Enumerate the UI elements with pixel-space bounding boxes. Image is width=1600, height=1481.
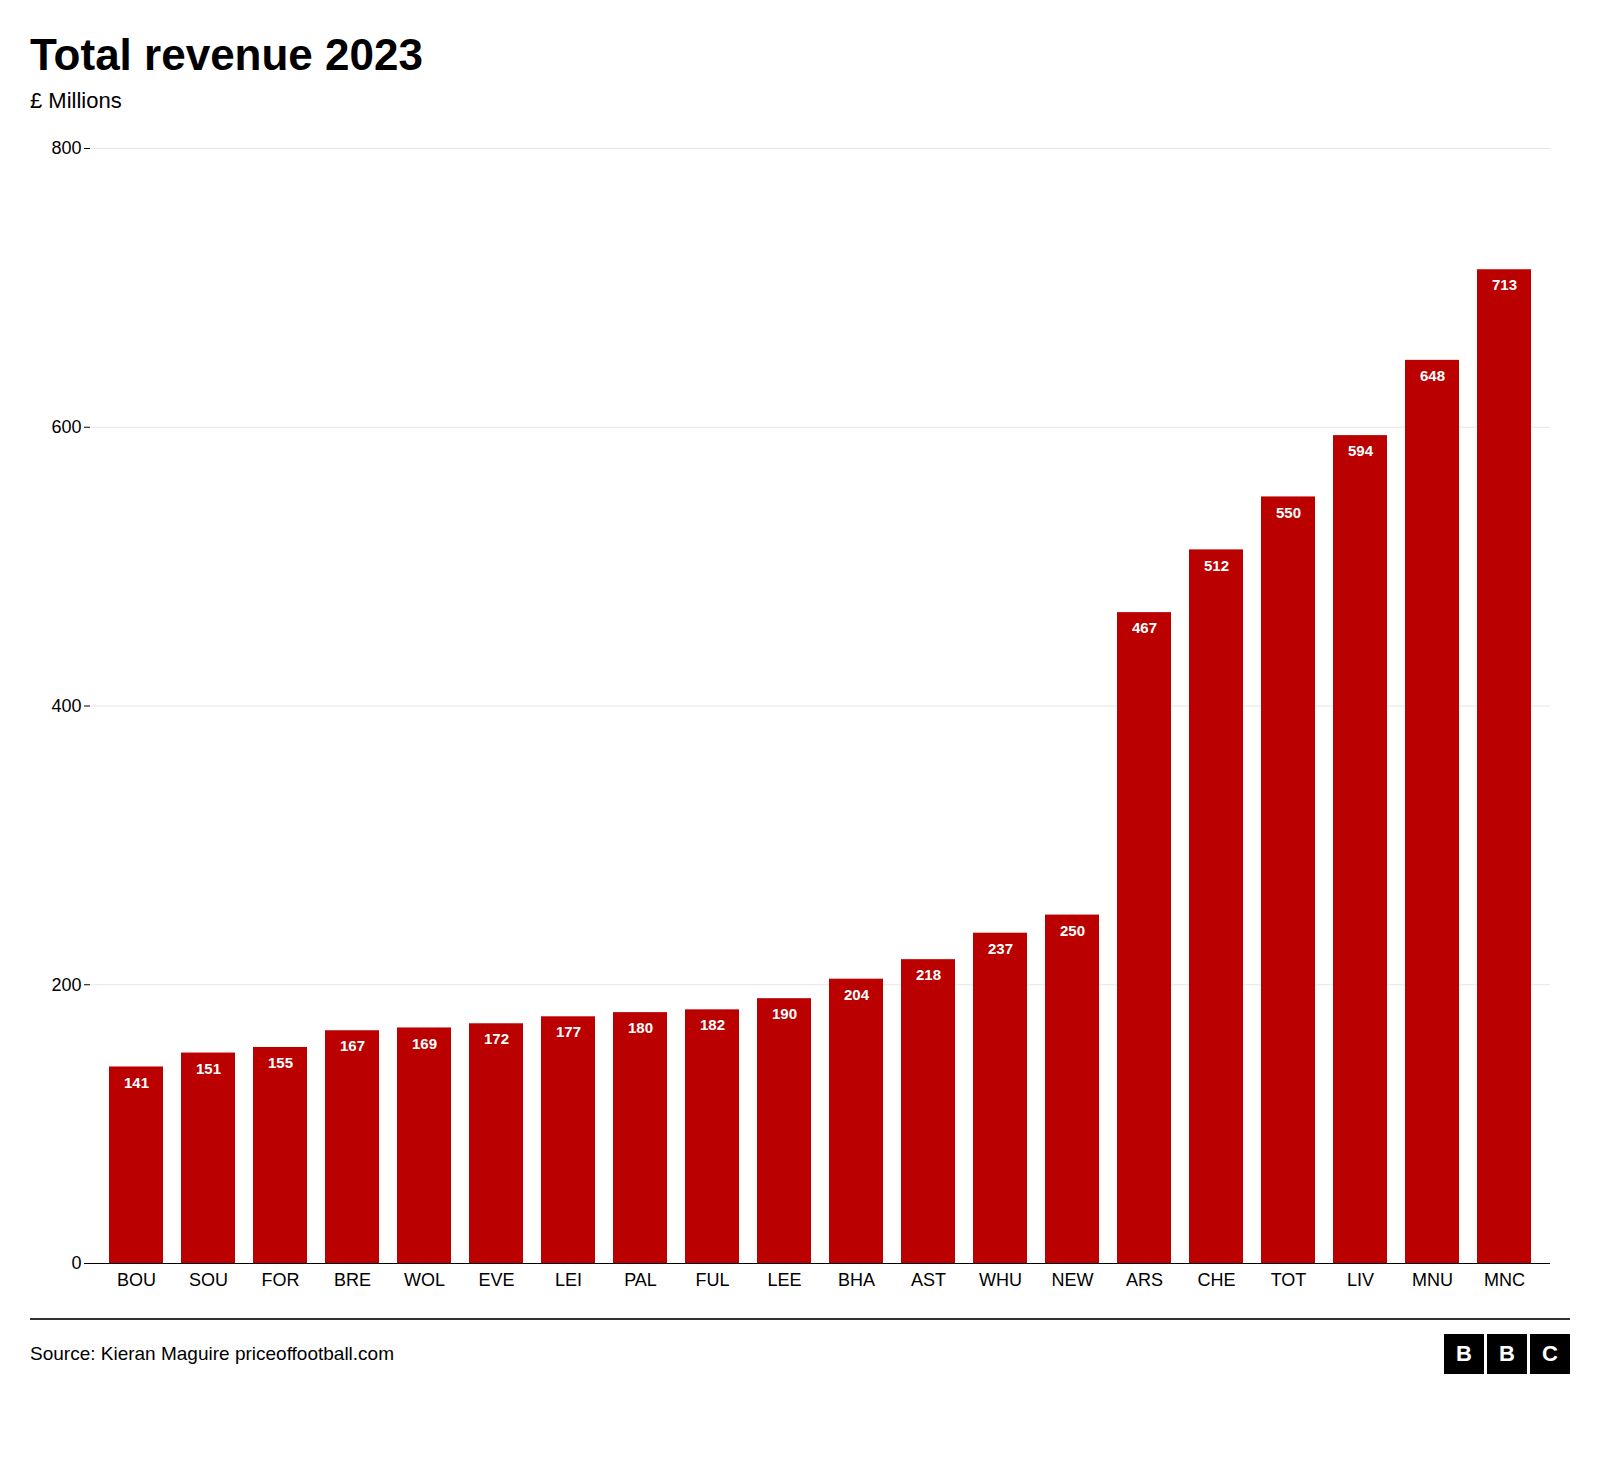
svg-text:167: 167 bbox=[340, 1037, 365, 1054]
svg-text:BRE: BRE bbox=[334, 1270, 371, 1290]
svg-text:800: 800 bbox=[51, 138, 81, 158]
svg-text:155: 155 bbox=[268, 1054, 293, 1071]
html-text:B: B bbox=[1456, 1341, 1472, 1366]
svg-text:MNC: MNC bbox=[1484, 1270, 1525, 1290]
svg-text:713: 713 bbox=[1492, 276, 1517, 293]
svg-text:TOT: TOT bbox=[1271, 1270, 1307, 1290]
svg-text:250: 250 bbox=[1060, 922, 1085, 939]
svg-text:182: 182 bbox=[700, 1016, 725, 1033]
svg-text:467: 467 bbox=[1132, 619, 1157, 636]
html-text:£ Millions: £ Millions bbox=[30, 88, 122, 113]
svg-text:PAL: PAL bbox=[624, 1270, 657, 1290]
svg-text:LEE: LEE bbox=[767, 1270, 801, 1290]
svg-text:169: 169 bbox=[412, 1035, 437, 1052]
html-text:B: B bbox=[1499, 1341, 1515, 1366]
svg-text:FOR: FOR bbox=[262, 1270, 300, 1290]
svg-text:200: 200 bbox=[51, 975, 81, 995]
html-text:Source: Kieran Maguire priceof: Source: Kieran Maguire priceoffootball.c… bbox=[30, 1343, 394, 1364]
svg-text:400: 400 bbox=[51, 696, 81, 716]
svg-text:237: 237 bbox=[988, 940, 1013, 957]
svg-text:BHA: BHA bbox=[838, 1270, 875, 1290]
svg-text:ARS: ARS bbox=[1126, 1270, 1163, 1290]
svg-text:LIV: LIV bbox=[1347, 1270, 1374, 1290]
svg-text:550: 550 bbox=[1276, 504, 1301, 521]
svg-text:LEI: LEI bbox=[555, 1270, 582, 1290]
svg-text:172: 172 bbox=[484, 1030, 509, 1047]
svg-text:648: 648 bbox=[1420, 367, 1445, 384]
svg-text:WHU: WHU bbox=[979, 1270, 1022, 1290]
svg-text:600: 600 bbox=[51, 417, 81, 437]
html-text:C: C bbox=[1542, 1341, 1558, 1366]
svg-text:BOU: BOU bbox=[117, 1270, 156, 1290]
svg-text:FUL: FUL bbox=[695, 1270, 729, 1290]
svg-text:594: 594 bbox=[1348, 442, 1374, 459]
svg-text:WOL: WOL bbox=[404, 1270, 445, 1290]
svg-text:CHE: CHE bbox=[1197, 1270, 1235, 1290]
svg-text:NEW: NEW bbox=[1052, 1270, 1094, 1290]
svg-text:512: 512 bbox=[1204, 557, 1229, 574]
svg-text:190: 190 bbox=[772, 1005, 797, 1022]
svg-text:0: 0 bbox=[71, 1253, 81, 1273]
svg-text:MNU: MNU bbox=[1412, 1270, 1453, 1290]
svg-text:177: 177 bbox=[556, 1023, 581, 1040]
svg-text:EVE: EVE bbox=[478, 1270, 514, 1290]
svg-text:151: 151 bbox=[196, 1060, 221, 1077]
svg-text:218: 218 bbox=[916, 966, 941, 983]
svg-text:AST: AST bbox=[911, 1270, 946, 1290]
svg-text:141: 141 bbox=[124, 1074, 149, 1091]
svg-text:180: 180 bbox=[628, 1019, 653, 1036]
svg-text:SOU: SOU bbox=[189, 1270, 228, 1290]
html-text:Total revenue 2023: Total revenue 2023 bbox=[30, 30, 423, 79]
svg-text:204: 204 bbox=[844, 986, 870, 1003]
